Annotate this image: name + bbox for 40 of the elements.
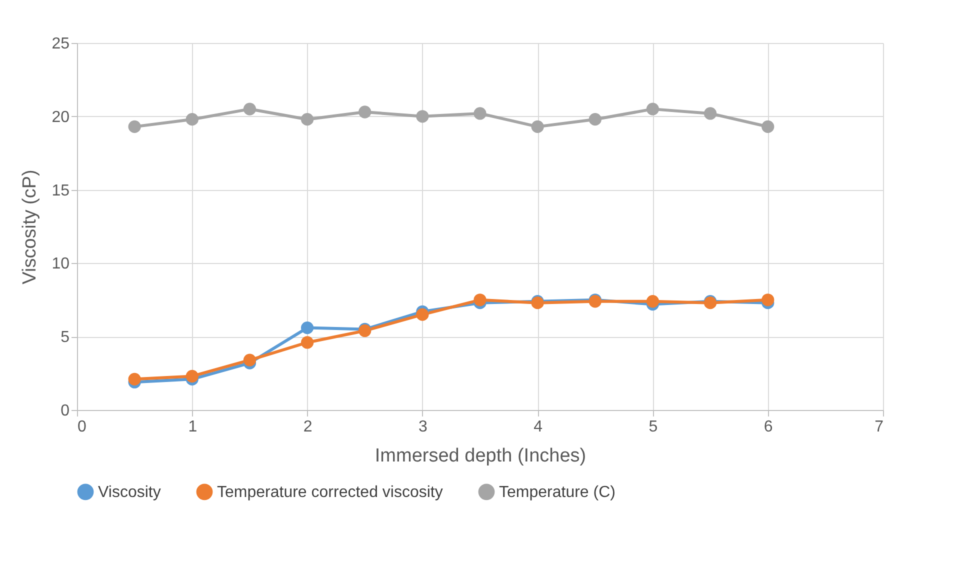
- y-tick-label: 20: [52, 108, 70, 126]
- point: [416, 308, 429, 321]
- x-tick-label: 6: [764, 418, 773, 436]
- point: [474, 294, 486, 306]
- point: [300, 321, 314, 334]
- point: [128, 120, 141, 133]
- point: [300, 336, 314, 349]
- point: [646, 102, 660, 116]
- point: [474, 107, 486, 120]
- point: [416, 110, 429, 123]
- legend-label: Viscosity: [98, 484, 161, 501]
- x-tick-label: 7: [874, 418, 884, 436]
- point: [704, 107, 717, 120]
- y-tick-label: 5: [60, 329, 70, 346]
- point: [358, 106, 372, 118]
- point: [128, 372, 141, 386]
- point: [300, 113, 314, 126]
- legend-label: Temperature (C): [499, 484, 616, 501]
- point: [186, 113, 198, 126]
- x-tick-label: 5: [648, 418, 658, 436]
- point: [646, 295, 660, 308]
- point: [762, 120, 774, 133]
- point: [243, 102, 256, 116]
- point: [186, 370, 198, 383]
- x-tick-label: 3: [418, 418, 428, 436]
- y-tick-label: 10: [52, 256, 70, 273]
- point: [762, 294, 774, 306]
- y-tick-label: 25: [52, 36, 70, 52]
- x-tick-label: 2: [303, 418, 312, 436]
- x-axis-title: Immersed depth (Inches): [374, 446, 586, 466]
- y-axis-title: Viscosity (cP): [20, 170, 41, 284]
- y-tick-label: 0: [60, 402, 70, 420]
- point: [588, 113, 602, 126]
- legend-label: Temperature corrected viscosity: [217, 484, 443, 501]
- point: [531, 120, 544, 133]
- y-tick-label: 15: [52, 182, 70, 200]
- x-tick-label: 0: [78, 418, 86, 436]
- point: [243, 354, 256, 366]
- x-tick-label: 1: [188, 418, 198, 436]
- x-tick-label: 4: [534, 418, 543, 436]
